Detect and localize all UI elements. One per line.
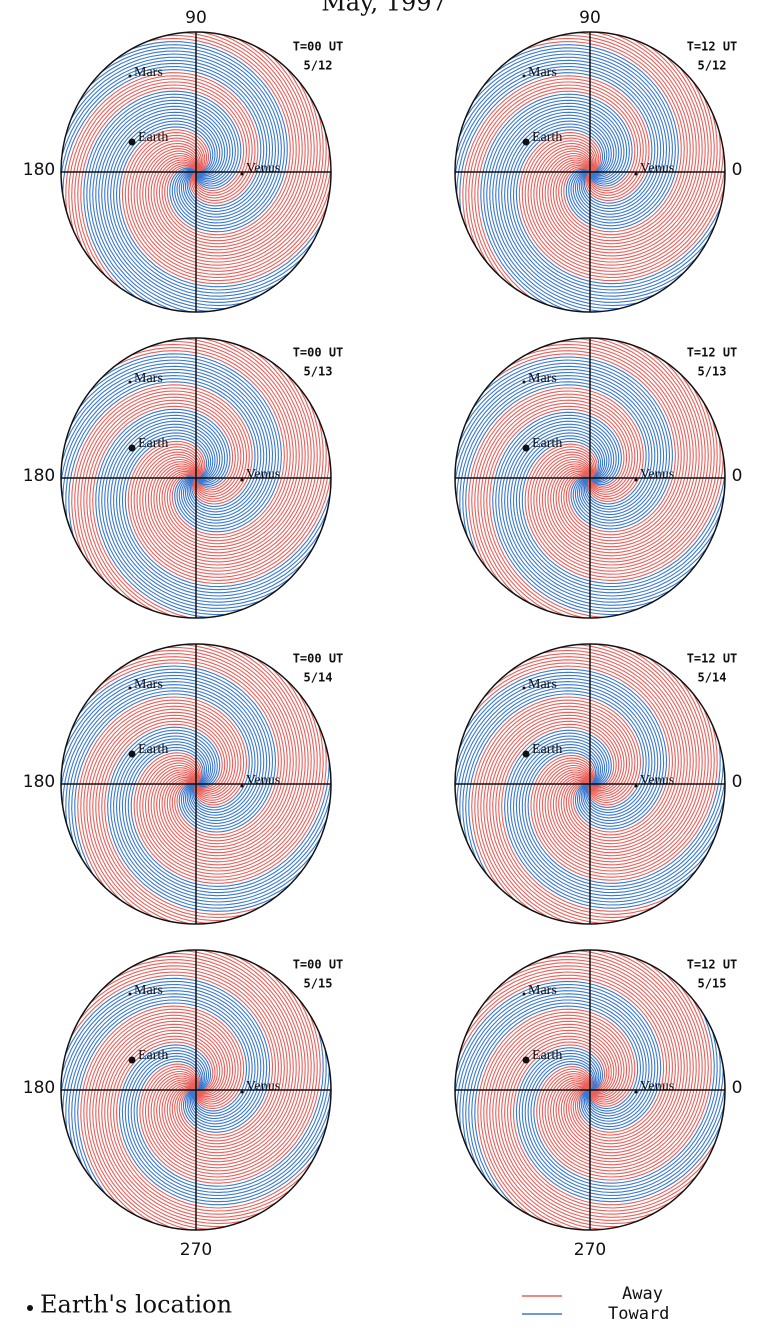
- mars-dot: [129, 993, 132, 996]
- planet-earth: Earth: [138, 1048, 168, 1063]
- planet-venus: Venus: [246, 467, 280, 482]
- planet-mars: Mars: [528, 65, 557, 80]
- date-label: 5/14: [304, 671, 333, 685]
- planet-venus: Venus: [246, 161, 280, 176]
- time-label: T=00 UT: [293, 652, 344, 666]
- planet-mars: Mars: [528, 677, 557, 692]
- planet-earth: Earth: [138, 130, 168, 145]
- axis-label-0: 0: [732, 1078, 743, 1098]
- planet-venus: Venus: [246, 1079, 280, 1094]
- earth-dot: [523, 139, 530, 146]
- time-label: T=00 UT: [293, 958, 344, 972]
- date-label: 5/15: [304, 977, 333, 991]
- axis-label-180: 180: [23, 466, 55, 486]
- date-label: 5/15: [698, 977, 727, 991]
- venus-dot: [241, 785, 244, 788]
- time-label: T=12 UT: [687, 958, 738, 972]
- mars-dot: [523, 993, 526, 996]
- venus-dot: [241, 173, 244, 176]
- axis-label-0: 0: [732, 466, 743, 486]
- earth-dot: [523, 1057, 530, 1064]
- venus-dot: [241, 479, 244, 482]
- venus-dot: [635, 479, 638, 482]
- venus-dot: [241, 1091, 244, 1094]
- planet-earth: Earth: [138, 436, 168, 451]
- planet-mars: Mars: [134, 983, 163, 998]
- earth-dot: [523, 751, 530, 758]
- planet-mars: Mars: [134, 371, 163, 386]
- axis-label-270: 270: [180, 1240, 212, 1260]
- planet-mars: Mars: [134, 677, 163, 692]
- earth-dot: [129, 1057, 136, 1064]
- planet-venus: Venus: [246, 773, 280, 788]
- legend-dot: [27, 1305, 33, 1311]
- axis-label-90: 90: [579, 8, 601, 28]
- planet-venus: Venus: [640, 467, 674, 482]
- date-label: 5/14: [698, 671, 727, 685]
- legend-away: Away: [622, 1284, 663, 1304]
- date-label: 5/13: [698, 365, 727, 379]
- axis-label-90: 90: [185, 8, 207, 28]
- planet-earth: Earth: [532, 130, 562, 145]
- venus-dot: [635, 785, 638, 788]
- planet-venus: Venus: [640, 1079, 674, 1094]
- planet-earth: Earth: [138, 742, 168, 757]
- venus-dot: [635, 1091, 638, 1094]
- time-label: T=12 UT: [687, 652, 738, 666]
- planet-earth: Earth: [532, 436, 562, 451]
- planet-venus: Venus: [640, 161, 674, 176]
- mars-dot: [129, 381, 132, 384]
- earth-dot: [129, 445, 136, 452]
- axis-label-180: 180: [23, 160, 55, 180]
- title: May, 1997: [321, 0, 447, 17]
- planet-mars: Mars: [528, 371, 557, 386]
- date-label: 5/12: [698, 59, 727, 73]
- axis-label-270: 270: [574, 1240, 606, 1260]
- date-label: 5/12: [304, 59, 333, 73]
- planet-mars: Mars: [134, 65, 163, 80]
- axis-label-0: 0: [732, 160, 743, 180]
- venus-dot: [635, 173, 638, 176]
- figure: May, 1997 Earth's location Away Toward T…: [0, 0, 769, 1330]
- time-label: T=00 UT: [293, 346, 344, 360]
- axis-label-0: 0: [732, 772, 743, 792]
- mars-dot: [523, 75, 526, 78]
- axis-label-180: 180: [23, 1078, 55, 1098]
- mars-dot: [523, 381, 526, 384]
- legend-earth: Earth's location: [40, 1291, 232, 1319]
- legend-toward: Toward: [608, 1304, 669, 1324]
- date-label: 5/13: [304, 365, 333, 379]
- time-label: T=12 UT: [687, 40, 738, 54]
- earth-dot: [129, 751, 136, 758]
- mars-dot: [129, 687, 132, 690]
- earth-dot: [523, 445, 530, 452]
- time-label: T=12 UT: [687, 346, 738, 360]
- planet-venus: Venus: [640, 773, 674, 788]
- earth-dot: [129, 139, 136, 146]
- mars-dot: [523, 687, 526, 690]
- axis-label-180: 180: [23, 772, 55, 792]
- planet-earth: Earth: [532, 742, 562, 757]
- time-label: T=00 UT: [293, 40, 344, 54]
- planet-mars: Mars: [528, 983, 557, 998]
- planet-earth: Earth: [532, 1048, 562, 1063]
- mars-dot: [129, 75, 132, 78]
